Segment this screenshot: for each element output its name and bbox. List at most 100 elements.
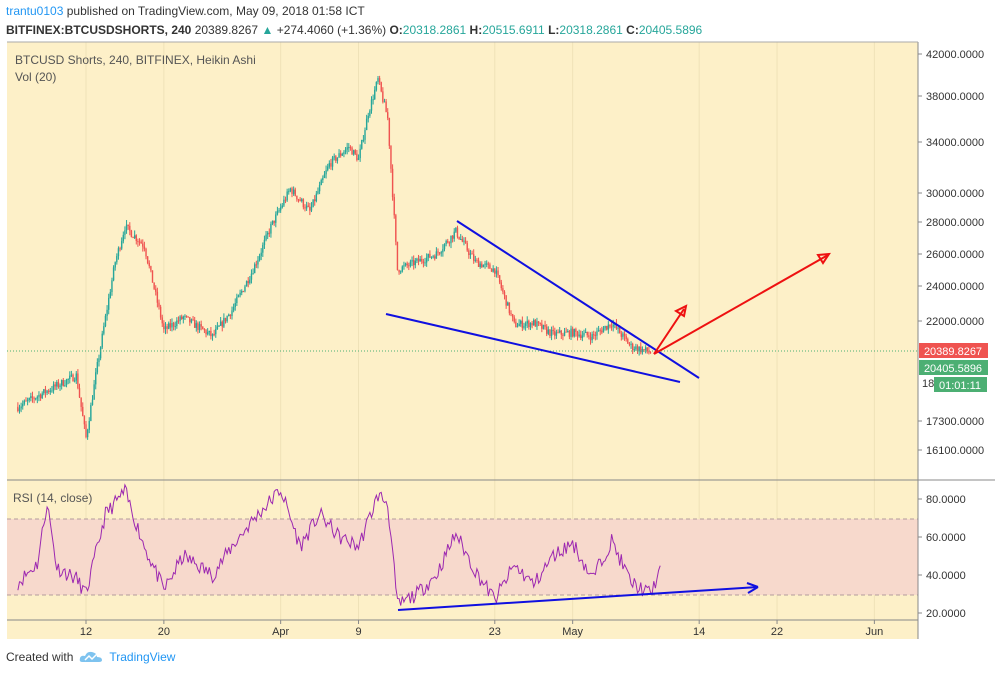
candle-body [362,139,365,141]
candle-body [331,157,334,167]
candle-body [239,292,241,296]
candle-body [464,240,467,244]
candle-body [208,330,210,333]
candle-body [320,180,322,186]
candle-body [146,256,149,263]
rsi-tick-label: 60.0000 [926,532,966,544]
candle-body [369,110,371,116]
candle-body [62,380,64,386]
candle-body [111,280,113,293]
candle-body [354,150,356,154]
candle-body [292,189,295,194]
long-breakout-arrow [653,254,829,355]
candle-body [487,263,489,265]
candle-body [440,252,442,254]
candle-body [46,390,48,394]
candle-body [442,249,444,253]
short-arrow-head [673,304,688,318]
partial-price-tick: 18 [922,378,934,390]
candle-body [401,266,404,272]
candle-body [17,406,19,411]
candle-body [382,91,384,102]
candle-body [26,399,29,401]
candle-body [171,323,173,328]
open-label: O: [389,23,403,37]
candle-body [485,263,488,265]
candle-body [618,327,621,334]
candle-body [343,152,345,155]
candle-body [578,334,580,337]
candle-body [404,263,407,266]
candle-body [242,291,245,293]
candle-body [258,255,261,261]
candle-body [86,429,89,438]
candle-body [304,207,306,209]
candle-body [23,400,26,404]
candle-body [120,241,123,249]
candle-body [249,279,251,284]
candle-body [424,262,426,264]
candle-body [516,326,519,328]
candle-body [374,89,376,100]
candle-body [372,99,374,101]
candle-body [477,260,480,267]
candle-body [409,261,412,266]
candle-body [377,78,379,83]
author-link[interactable]: trantu0103 [6,4,64,18]
candle-body [164,326,167,330]
publish-line: trantu0103 published on TradingView.com,… [6,4,365,18]
candle-body [190,319,193,323]
candle-body [573,329,575,337]
candle-body [604,326,606,329]
candle-body [244,286,246,292]
candle-body [38,394,40,397]
candle-body [64,384,66,386]
candle-body [541,323,543,329]
candle-body [571,328,574,337]
candle-body [490,268,493,272]
last-price-tag [919,343,988,358]
candle-body [448,242,451,244]
chart-area[interactable]: 42000.0000 38000.0000 34000.0000 30000.0000… [0,0,995,640]
candle-body [260,252,262,256]
up-triangle-icon: ▲ [261,23,274,37]
candle-body [77,373,79,389]
candle-body [469,253,472,256]
candle-body [91,399,94,406]
candle-body [586,331,588,336]
candle-body [524,323,527,326]
candle-body [631,343,634,350]
price-change: +274.4060 (+1.36%) [276,23,387,37]
candle-body [65,379,68,385]
open-value: 20318.2861 [402,23,467,37]
candle-body [283,199,285,206]
candle-body [150,266,152,271]
candle-body [275,214,277,223]
candle-body [432,256,434,258]
candle-body [130,230,133,238]
candle-body [466,243,468,251]
low-label: L: [548,23,560,37]
candle-body [211,333,214,337]
tradingview-link[interactable]: TradingView [109,650,176,664]
candle-body [594,334,597,336]
candle-body [422,261,425,263]
candles [17,75,652,440]
short-breakout-arrow [653,308,685,355]
candle-body [567,331,569,333]
candle-body [528,320,530,328]
candle-body [301,199,303,202]
candle-body [182,316,185,319]
candle-body [168,323,170,329]
candle-body [461,239,464,242]
candle-body [104,315,107,327]
candle-body [305,205,308,209]
candle-body [159,306,162,318]
time-tick-label: 23 [489,626,501,638]
price-ticks: 42000.0000 38000.0000 34000.0000 30000.0000… [918,49,984,457]
last-price: 20389.8267 [194,23,259,37]
close-value: 20405.5896 [638,23,703,37]
candle-body [400,271,402,273]
candle-body [346,147,348,150]
candle-body [169,323,172,328]
